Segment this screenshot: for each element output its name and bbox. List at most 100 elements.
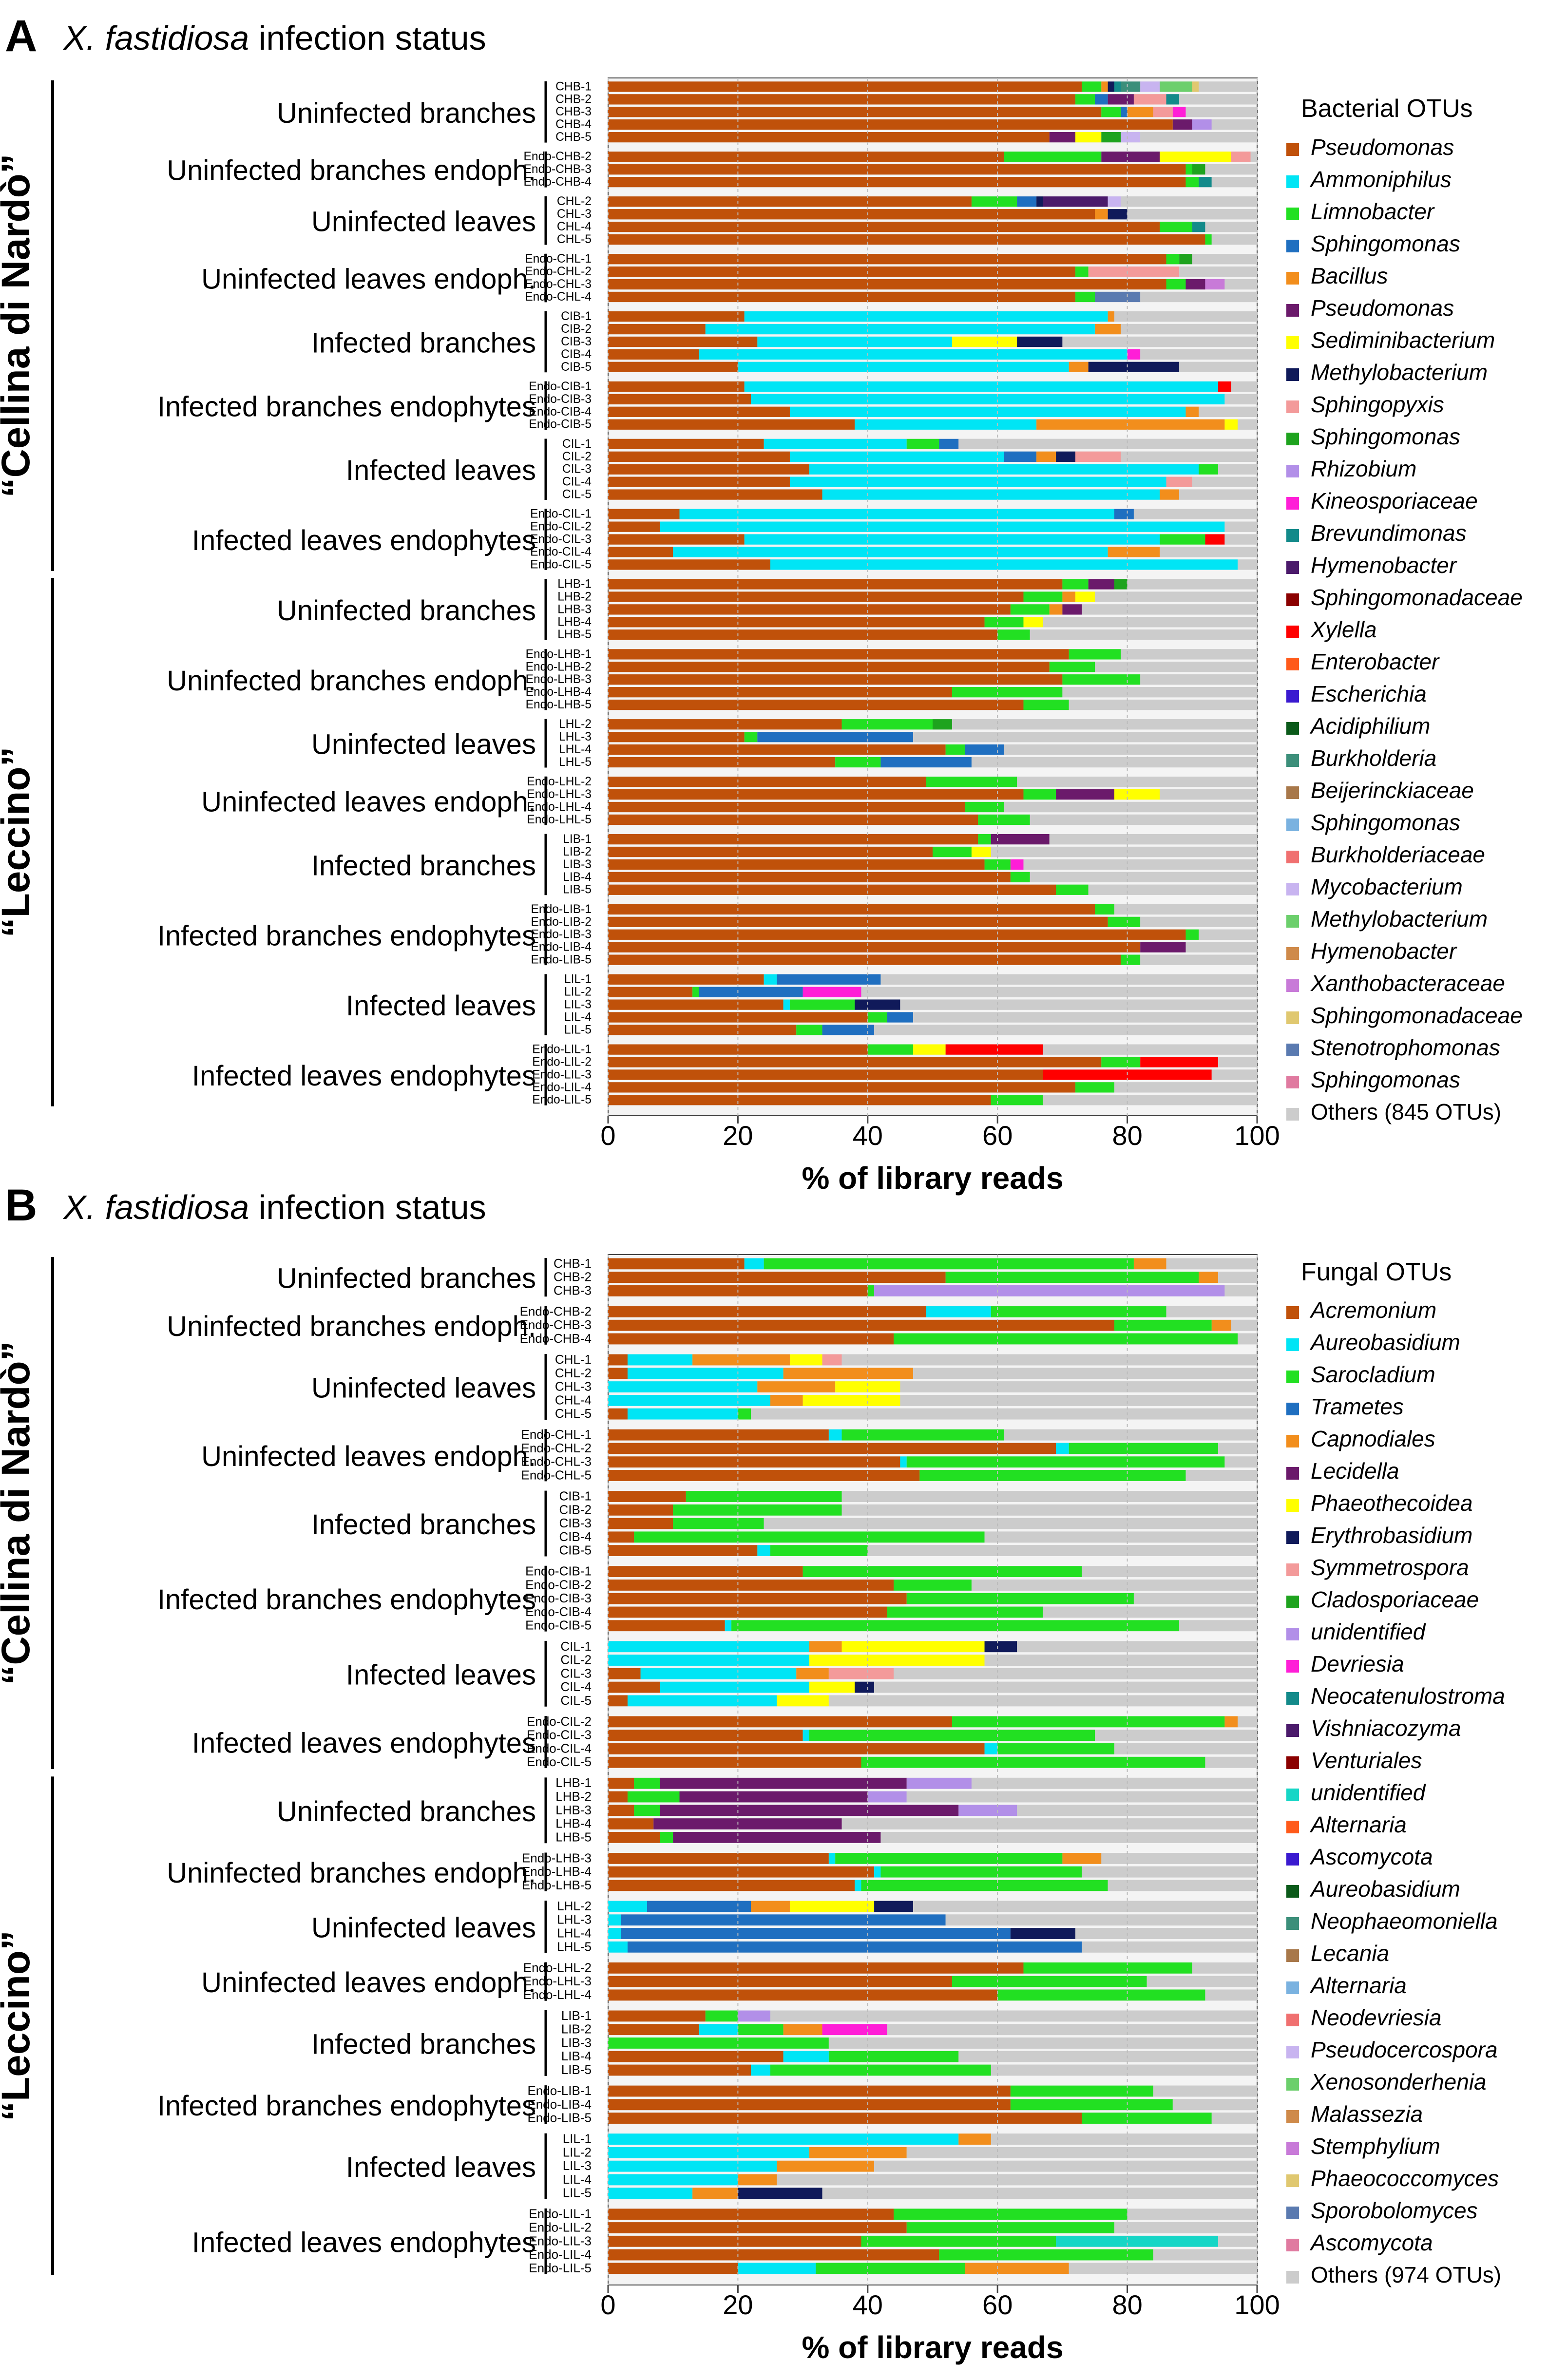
legend-swatch <box>1286 1531 1299 1544</box>
sample-id: CHL-4 <box>555 1392 592 1407</box>
sample-id: LIB-1 <box>563 833 592 846</box>
bar-segment <box>608 291 1076 303</box>
sample-id: Endo-LIL-4 <box>529 2247 592 2262</box>
sample-id: Endo-CHB-4 <box>520 1331 592 1346</box>
bar-segment <box>673 1518 764 1529</box>
bar-segment <box>1043 617 1257 628</box>
bar-segment <box>738 2024 784 2036</box>
bar-segment <box>984 859 1011 870</box>
bar-segment <box>789 406 1186 417</box>
bar-segment <box>1218 464 1257 475</box>
legend-swatch <box>1286 1949 1299 1962</box>
legend-label: Sphingopyxis <box>1311 392 1444 417</box>
legend-label: Sarocladium <box>1311 1362 1435 1387</box>
bar-segment <box>803 1730 809 1741</box>
bar-segment <box>952 1976 1147 1987</box>
sample-id: CIL-1 <box>562 438 592 451</box>
bar-segment <box>1185 107 1257 117</box>
bar-segment <box>997 1743 1114 1754</box>
sample-id: LHB-1 <box>557 578 592 591</box>
bar-segment <box>608 814 978 825</box>
sample-id: LIB-5 <box>561 2062 592 2077</box>
bar-segment <box>913 1368 1257 1379</box>
bar-segment <box>1075 267 1089 277</box>
bar-segment <box>608 2024 699 2036</box>
bar-segment <box>1205 234 1212 245</box>
sample-id: LIB-4 <box>563 871 592 884</box>
bar-segment <box>796 1025 822 1035</box>
bar-segment <box>1069 649 1121 660</box>
bar-segment <box>887 2024 1257 2036</box>
bar-segment <box>1023 699 1069 710</box>
bar-segment <box>608 1354 628 1366</box>
bar-segment <box>952 687 1063 698</box>
bar-segment <box>828 1429 842 1441</box>
bar-segment <box>1010 2099 1173 2111</box>
bar-segment <box>906 1593 1134 1604</box>
bar-segment <box>608 1593 907 1604</box>
sample-id: Endo-CIL-4 <box>527 1741 592 1755</box>
group-label: Infected branches <box>311 2028 536 2060</box>
bar-segment <box>608 1531 634 1543</box>
bar-segment <box>984 1641 1017 1653</box>
bar-segment <box>1121 196 1257 207</box>
bar-segment <box>1004 801 1257 813</box>
sample-id: CHB-1 <box>554 1256 592 1271</box>
bar-segment <box>1166 94 1180 105</box>
sample-id: LHB-2 <box>555 1789 592 1804</box>
sample-id: LHL-3 <box>559 730 592 743</box>
bar-segment <box>1185 1470 1257 1481</box>
bar-segment <box>699 349 1128 360</box>
bar-segment <box>608 1901 647 1912</box>
legend-swatch <box>1286 1338 1299 1351</box>
legend-swatch <box>1286 1467 1299 1480</box>
legend-swatch <box>1286 690 1299 703</box>
bar-segment <box>971 846 991 857</box>
legend-label: Sediminibacterium <box>1311 327 1495 353</box>
bar-segment <box>874 1866 881 1878</box>
bar-segment <box>1010 872 1030 882</box>
sample-id: LIL-2 <box>564 986 592 999</box>
bar-segment <box>867 1285 875 1296</box>
legend-label: Brevundimonas <box>1311 520 1467 546</box>
bar-segment <box>1023 617 1043 628</box>
bar-segment <box>1095 662 1257 672</box>
sample-id: Endo-LHB-4 <box>522 1864 592 1879</box>
sample-id: LIL-5 <box>564 1023 592 1036</box>
bar-segment <box>894 2209 1128 2220</box>
sample-id: LHB-1 <box>555 1775 592 1790</box>
bar-segment <box>1075 132 1102 143</box>
bar-segment <box>952 1716 1225 1728</box>
legend-swatch <box>1286 1853 1299 1866</box>
bar-segment <box>789 999 855 1010</box>
bar-segment <box>608 1941 628 1953</box>
group-label: Infected leaves <box>346 990 536 1022</box>
sample-id: Endo-LIB-1 <box>531 903 592 916</box>
sample-id: Endo-CHL-5 <box>521 1467 592 1482</box>
bar-segment <box>1205 164 1257 175</box>
bar-segment <box>1082 2113 1212 2124</box>
bar-segment <box>991 834 1050 845</box>
bar-segment <box>608 1319 1114 1331</box>
bar-segment <box>608 1976 952 1987</box>
bar-segment <box>822 1354 842 1366</box>
bar-segment <box>1199 464 1219 475</box>
bar-segment <box>1140 132 1257 143</box>
bar-segment <box>894 1580 972 1591</box>
legend-swatch <box>1286 1011 1299 1024</box>
bar-segment <box>751 1408 1257 1420</box>
bar-segment <box>1088 362 1180 372</box>
bar-segment <box>1218 1057 1257 1067</box>
bar-segment <box>1095 209 1108 220</box>
bar-segment <box>608 381 745 392</box>
sample-id: Endo-CHL-3 <box>521 1454 592 1469</box>
bar-segment <box>1062 336 1257 347</box>
x-tick-label: 80 <box>1112 1120 1142 1151</box>
bar-segment <box>608 1381 758 1392</box>
sample-id: LIL-4 <box>563 2172 592 2187</box>
legend-swatch <box>1286 1692 1299 1705</box>
bar-segment <box>1121 107 1128 117</box>
bar-segment <box>608 1408 628 1420</box>
sample-id: Endo-CIB-3 <box>525 1591 592 1605</box>
bar-segment <box>822 2024 887 2036</box>
